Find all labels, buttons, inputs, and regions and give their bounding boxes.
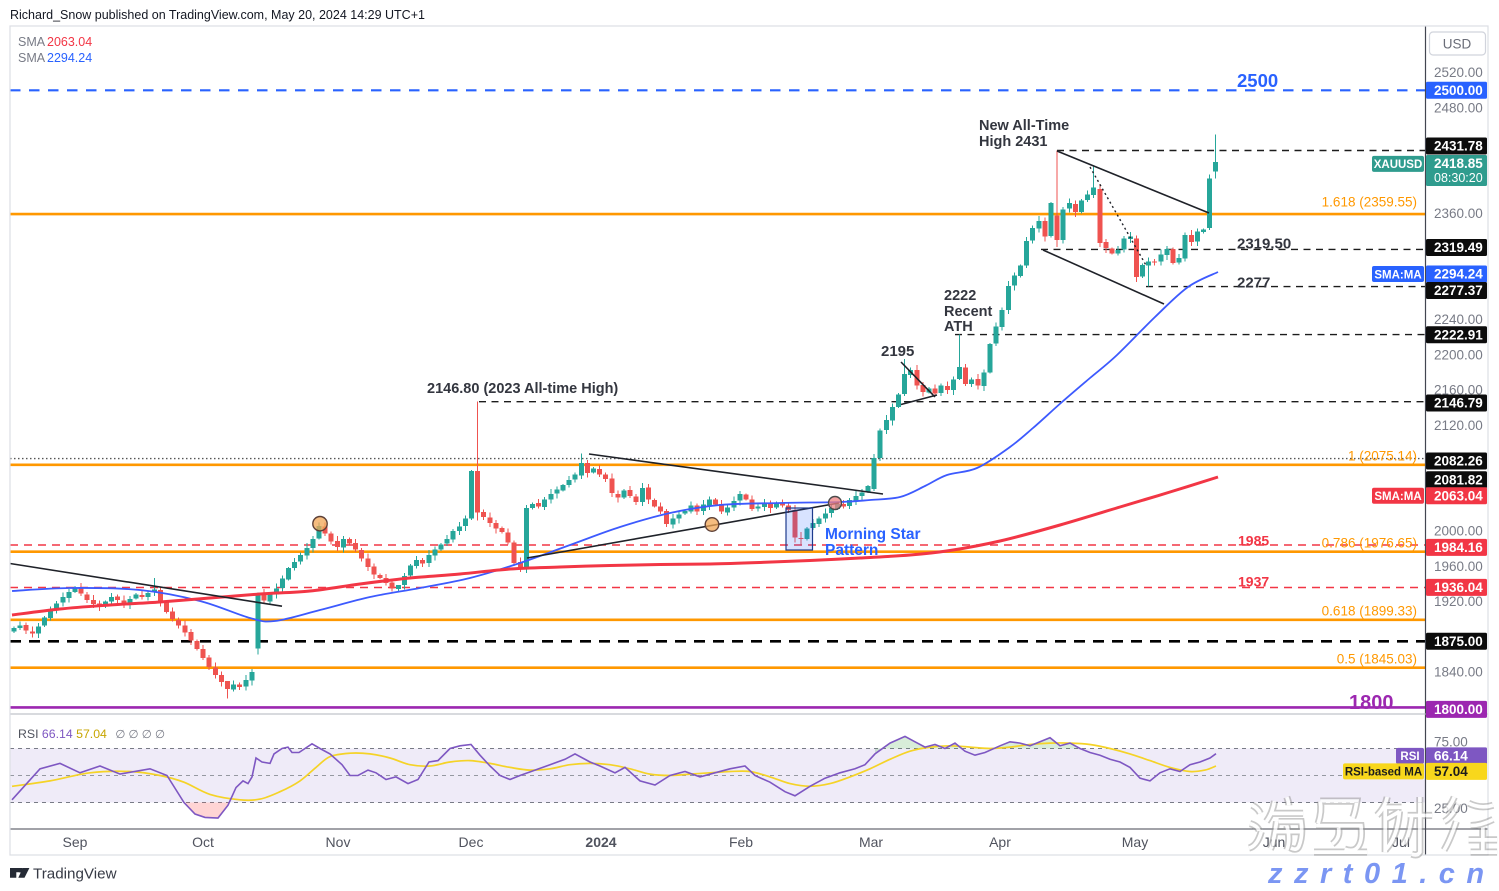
svg-text:2063.04: 2063.04 [1434, 488, 1483, 503]
svg-text:2222: 2222 [944, 288, 976, 304]
svg-text:Morning Star: Morning Star [825, 526, 921, 543]
svg-text:0.618 (1899.33): 0.618 (1899.33) [1322, 604, 1417, 619]
svg-text:1936.04: 1936.04 [1434, 580, 1483, 595]
svg-text:Apr: Apr [989, 834, 1011, 850]
svg-text:Recent: Recent [944, 304, 993, 320]
svg-text:2200.00: 2200.00 [1434, 347, 1483, 362]
svg-text:2277: 2277 [1237, 275, 1270, 292]
svg-text:1800: 1800 [1349, 692, 1394, 714]
svg-text:2082.26: 2082.26 [1434, 454, 1483, 469]
svg-text:2500: 2500 [1237, 70, 1278, 91]
svg-text:Feb: Feb [729, 834, 753, 850]
svg-text:1875.00: 1875.00 [1434, 634, 1483, 649]
svg-text:2240.00: 2240.00 [1434, 312, 1483, 327]
svg-text:2360.00: 2360.00 [1434, 206, 1483, 221]
svg-text:Mar: Mar [859, 834, 883, 850]
svg-text:New All-Time: New All-Time [979, 118, 1069, 134]
svg-text:USD: USD [1443, 37, 1472, 52]
svg-text:ATH: ATH [944, 319, 973, 335]
svg-text:1 (2075.14): 1 (2075.14) [1348, 449, 1417, 464]
svg-text:75.00: 75.00 [1434, 734, 1468, 749]
svg-text:2120.00: 2120.00 [1434, 418, 1483, 433]
svg-text:1920.00: 1920.00 [1434, 594, 1483, 609]
svg-text:1.618 (2359.55): 1.618 (2359.55) [1322, 195, 1417, 210]
svg-text:1984.16: 1984.16 [1434, 540, 1483, 555]
svg-text:2146.80 (2023 All-time High): 2146.80 (2023 All-time High) [427, 381, 618, 397]
svg-text:2431.78: 2431.78 [1434, 139, 1483, 154]
svg-text:Pattern: Pattern [825, 542, 878, 559]
svg-text:2222.91: 2222.91 [1434, 328, 1483, 343]
svg-text:RSI: RSI [1400, 751, 1419, 763]
svg-text:2319.50: 2319.50 [1237, 236, 1291, 253]
svg-text:0.786 (1976.65): 0.786 (1976.65) [1322, 535, 1417, 550]
svg-text:2294.24: 2294.24 [1434, 267, 1483, 282]
svg-text:XAUUSD: XAUUSD [1374, 159, 1423, 171]
svg-text:Richard_Snow published on Trad: Richard_Snow published on TradingView.co… [10, 8, 425, 22]
svg-text:Nov: Nov [326, 834, 351, 850]
svg-text:SMA 2063.04: SMA 2063.04 [18, 35, 92, 49]
svg-text:1985: 1985 [1238, 533, 1269, 549]
svg-text:Oct: Oct [192, 834, 214, 850]
svg-text:2081.82: 2081.82 [1434, 472, 1483, 487]
svg-text:66.14: 66.14 [1434, 749, 1468, 764]
svg-text:0.5 (1845.03): 0.5 (1845.03) [1337, 651, 1417, 666]
svg-text:SMA 2294.24: SMA 2294.24 [18, 51, 92, 65]
svg-text:RSI 66.14 57.04 ∅ ∅ ∅ ∅: RSI 66.14 57.04 ∅ ∅ ∅ ∅ [18, 727, 165, 741]
svg-text:1800.00: 1800.00 [1434, 702, 1483, 717]
svg-text:2000.00: 2000.00 [1434, 524, 1483, 539]
svg-text:57.04: 57.04 [1434, 764, 1468, 779]
svg-text:08:30:20: 08:30:20 [1434, 171, 1483, 185]
svg-text:1960.00: 1960.00 [1434, 559, 1483, 574]
svg-text:2277.37: 2277.37 [1434, 283, 1483, 298]
svg-text:zzrt01.cn: zzrt01.cn [1267, 858, 1496, 890]
svg-text:1840.00: 1840.00 [1434, 665, 1483, 680]
svg-text:2520.00: 2520.00 [1434, 65, 1483, 80]
svg-text:2160.00: 2160.00 [1434, 383, 1483, 398]
svg-text:May: May [1122, 834, 1148, 850]
svg-text:2418.85: 2418.85 [1434, 156, 1483, 171]
svg-text:SMA:MA: SMA:MA [1374, 491, 1421, 503]
svg-text:2500.00: 2500.00 [1434, 83, 1483, 98]
svg-text:1937: 1937 [1238, 574, 1269, 590]
svg-text:2480.00: 2480.00 [1434, 101, 1483, 116]
svg-text:TradingView: TradingView [33, 865, 117, 882]
svg-text:High 2431: High 2431 [979, 134, 1048, 150]
svg-text:2195: 2195 [881, 343, 914, 360]
svg-text:SMA:MA: SMA:MA [1374, 269, 1421, 281]
svg-text:Dec: Dec [459, 834, 484, 850]
svg-text:2024: 2024 [585, 834, 616, 850]
svg-text:RSI-based MA: RSI-based MA [1345, 767, 1422, 779]
svg-text:2146.79: 2146.79 [1434, 396, 1483, 411]
svg-text:Sep: Sep [63, 834, 88, 850]
svg-text:2319.49: 2319.49 [1434, 240, 1483, 255]
